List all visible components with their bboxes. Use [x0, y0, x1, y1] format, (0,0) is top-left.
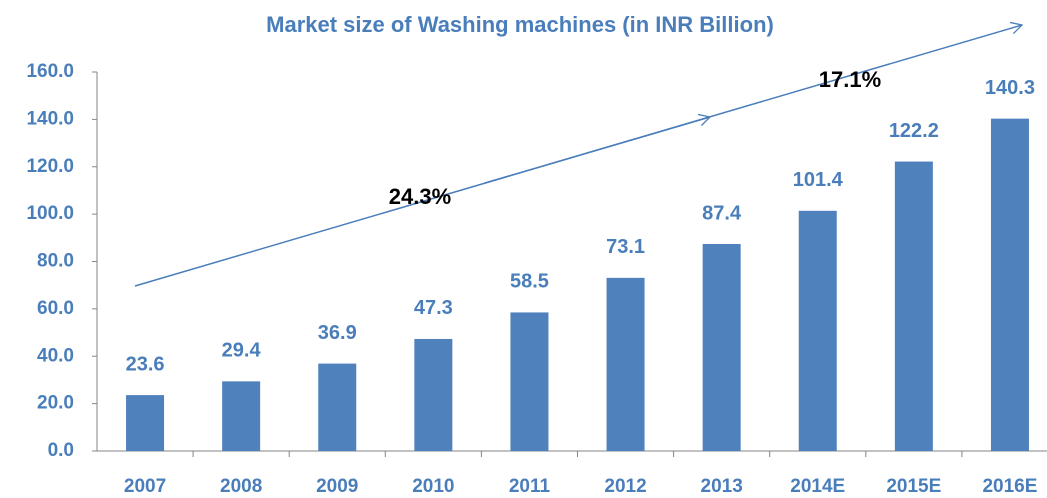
x-tick-label: 2008 [220, 476, 262, 497]
bar [126, 395, 165, 451]
y-tick-label: 160.0 [26, 61, 74, 82]
bar [510, 312, 549, 451]
bar [894, 161, 933, 451]
value-label: 140.3 [985, 77, 1035, 99]
value-label: 73.1 [606, 236, 645, 258]
bar [222, 381, 261, 451]
bar [702, 243, 741, 451]
value-label: 47.3 [414, 297, 453, 319]
y-tick-label: 140.0 [26, 108, 74, 129]
value-label: 29.4 [222, 340, 262, 362]
x-tick-label: 2015E [886, 476, 941, 497]
value-label: 122.2 [889, 120, 939, 142]
growth-arrow [484, 25, 1022, 184]
annotation: 24.3% [389, 184, 451, 209]
x-tick-label: 2012 [604, 476, 646, 497]
bar [318, 363, 357, 451]
x-tick-label: 2010 [412, 476, 454, 497]
y-tick-label: 0.0 [48, 440, 74, 461]
bar [990, 118, 1029, 452]
value-label: 36.9 [318, 322, 357, 344]
y-tick-label: 100.0 [26, 203, 74, 224]
y-tick-label: 120.0 [26, 156, 74, 177]
y-tick-label: 60.0 [37, 298, 74, 319]
y-tick-label: 40.0 [37, 345, 74, 366]
value-label: 101.4 [793, 169, 844, 191]
x-tick-label: 2016E [982, 476, 1037, 497]
x-tick-label: 2013 [701, 476, 743, 497]
value-label: 87.4 [702, 202, 742, 224]
x-tick-label: 2011 [509, 476, 551, 497]
y-tick-label: 80.0 [37, 251, 74, 272]
annotation: 17.1% [819, 67, 881, 92]
chart-title: Market size of Washing machines (in INR … [266, 12, 774, 37]
x-tick-label: 2007 [124, 476, 166, 497]
value-label: 58.5 [510, 271, 549, 293]
bar [606, 277, 645, 451]
bar [414, 338, 453, 451]
bar [798, 210, 837, 451]
y-tick-label: 20.0 [37, 393, 74, 414]
value-label: 23.6 [126, 353, 165, 375]
x-tick-label: 2014E [790, 476, 845, 497]
x-tick-label: 2009 [316, 476, 358, 497]
